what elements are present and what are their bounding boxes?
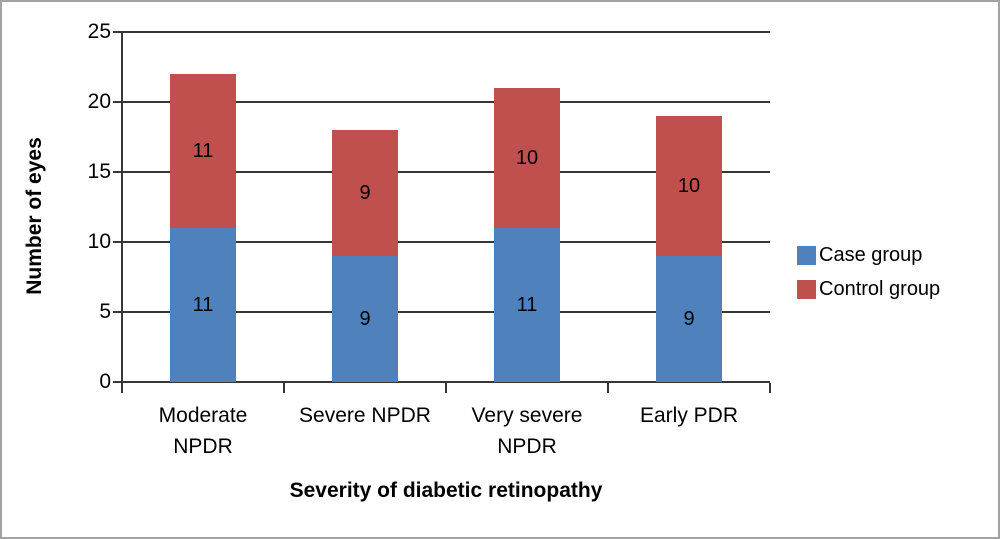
y-axis-tick-label: 20: [87, 90, 111, 113]
x-axis-tick-mark: [283, 383, 285, 393]
bar-value-label: 11: [516, 293, 538, 316]
legend: Case group Control group: [797, 244, 940, 312]
x-axis-tick-mark: [607, 383, 609, 393]
bar-segment-case-group: 9: [656, 256, 722, 382]
y-axis-tick-label: 10: [87, 230, 111, 253]
gridline: [113, 101, 770, 103]
category-label: Severe NPDR: [299, 404, 431, 427]
bar-value-label: 9: [359, 181, 371, 204]
legend-label: Case group: [819, 244, 923, 266]
legend-label: Control group: [819, 278, 941, 300]
category-label: Early PDR: [639, 404, 739, 427]
category-label: Very severe NPDR: [471, 404, 583, 458]
y-axis-tick-label: 5: [99, 300, 111, 323]
bar-segment-control-group: 10: [494, 88, 560, 228]
legend-swatch: [797, 246, 816, 265]
bar-segment-case-group: 9: [332, 256, 398, 382]
bar-segment-control-group: 11: [170, 74, 236, 228]
y-axis-tick-label: 25: [87, 20, 111, 43]
bar-value-label: 10: [677, 174, 701, 197]
x-axis-tick-mark: [445, 383, 447, 393]
x-axis-tick-mark: [121, 383, 123, 393]
bar-value-label: 11: [192, 293, 214, 316]
bar-value-label: 9: [359, 307, 371, 330]
bar-segment-control-group: 10: [656, 116, 722, 256]
legend-swatch: [797, 280, 816, 299]
y-axis-line: [121, 31, 123, 384]
bar-value-label: 11: [192, 139, 214, 162]
gridline: [113, 171, 770, 173]
bar-segment-case-group: 11: [170, 228, 236, 382]
y-axis-tick-label: 0: [99, 370, 111, 393]
gridline: [113, 311, 770, 313]
x-axis-tick-mark: [769, 383, 771, 393]
bar-value-label: 9: [683, 307, 695, 330]
bar-segment-control-group: 9: [332, 130, 398, 256]
bar-segment-case-group: 11: [494, 228, 560, 382]
gridline: [113, 241, 770, 243]
legend-item-control-group: Control group: [797, 278, 940, 301]
gridline: [113, 31, 770, 33]
legend-item-case-group: Case group: [797, 244, 940, 267]
x-axis-title: Severity of diabetic retinopathy: [289, 479, 603, 502]
gridline: [113, 381, 770, 383]
y-axis-tick-label: 15: [87, 160, 111, 183]
category-label: Moderate NPDR: [158, 404, 248, 458]
bar-value-label: 10: [515, 146, 539, 169]
